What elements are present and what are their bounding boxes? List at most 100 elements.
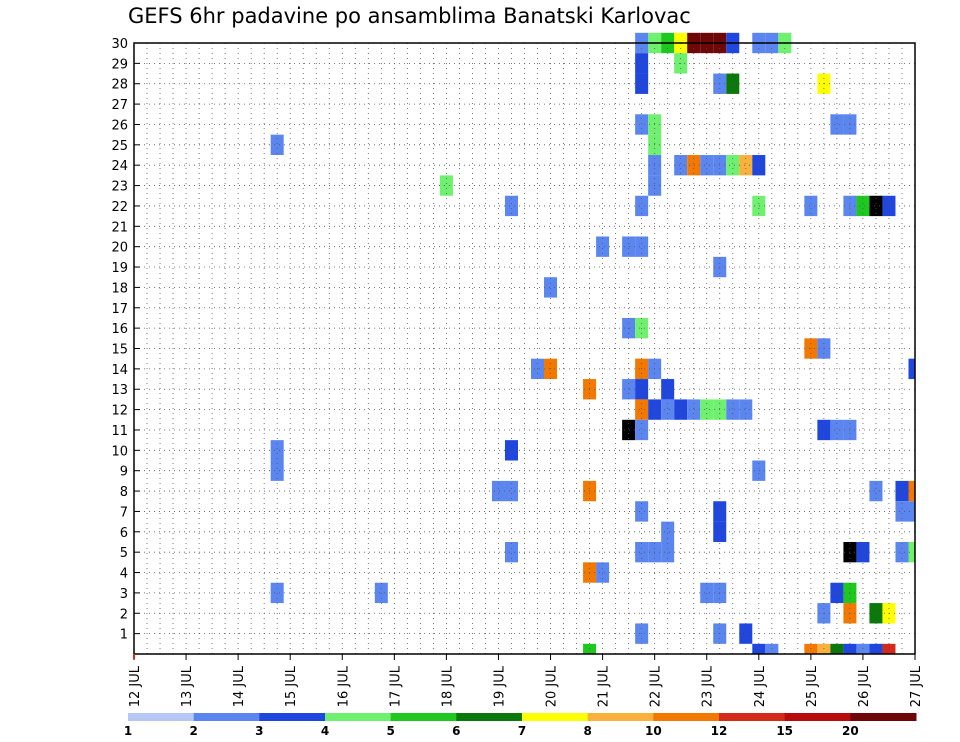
heatmap-cell (504, 480, 518, 502)
y-tick-label: 30 (111, 37, 128, 52)
heatmap-cell (270, 440, 284, 461)
colorbar-label: 1 (124, 724, 132, 738)
x-tick-label: 21 JUL (597, 665, 612, 707)
x-tick-label: 18 JUL (440, 665, 455, 707)
colorbar-swatch (259, 713, 326, 721)
heatmap-cell (752, 195, 766, 217)
heatmap-cell (895, 480, 909, 502)
heatmap-cell (726, 399, 740, 420)
y-tick-label: 27 (111, 98, 128, 113)
colorbar-label: 15 (776, 724, 793, 738)
y-tick-label: 23 (111, 180, 128, 195)
heatmap-cell (596, 236, 610, 257)
x-tick-label: 12 JUL (128, 665, 143, 707)
heatmap-cell (635, 419, 649, 441)
heatmap-cell (869, 480, 883, 502)
heatmap-cell (830, 582, 844, 604)
heatmap-cell (661, 521, 675, 542)
y-tick-label: 16 (111, 322, 128, 337)
y-tick-label: 13 (111, 383, 128, 398)
y-tick-label: 5 (120, 546, 128, 561)
colorbar-label: 20 (842, 724, 859, 738)
colorbar-swatch (128, 713, 195, 721)
heatmap-cell (635, 501, 649, 522)
heatmap-cell (687, 399, 701, 420)
y-tick-label: 19 (111, 261, 128, 276)
colorbar-label: 12 (711, 724, 728, 738)
y-tick-label: 3 (120, 587, 128, 602)
colorbar-swatch (193, 713, 260, 721)
heatmap-cell (830, 419, 844, 441)
y-tick-label: 9 (120, 465, 128, 480)
heatmap-cell (752, 155, 766, 176)
heatmap-cell (622, 379, 636, 400)
heatmap-cell (270, 460, 284, 481)
heatmap-cell (882, 195, 896, 217)
heatmap-cell (674, 155, 688, 176)
x-tick-label: 22 JUL (649, 665, 664, 707)
y-tick-label: 4 (120, 567, 128, 582)
heatmap-cell (596, 562, 610, 583)
y-tick-label: 8 (120, 485, 128, 500)
heatmap-cell (804, 195, 818, 217)
x-tick-label: 23 JUL (701, 665, 716, 707)
heatmap-cell (635, 236, 649, 257)
heatmap-cell (869, 195, 883, 217)
colorbar-label: 6 (452, 724, 460, 738)
heatmap-cell (635, 114, 649, 135)
heatmap-cell (661, 399, 675, 420)
y-tick-label: 29 (111, 57, 128, 72)
x-tick-label: 14 JUL (232, 665, 247, 707)
x-tick-label: 26 JUL (857, 665, 872, 707)
y-axis-ticks: 1234567891011121314151617181920212223242… (111, 37, 140, 643)
x-tick-label: 19 JUL (492, 665, 507, 707)
heatmap-cell (635, 399, 649, 420)
x-tick-label: 17 JUL (388, 665, 403, 707)
heatmap-cell (739, 399, 753, 420)
colorbar-swatch (456, 713, 523, 721)
heatmap-cell (504, 440, 518, 461)
heatmap-cell (830, 114, 844, 135)
x-axis-ticks: 12 JUL 13 JUL 14 JUL 15 JUL 16 JUL 17 JUL 18 J… (128, 654, 924, 707)
heatmap-cell (439, 175, 453, 196)
x-tick-label: 24 JUL (753, 665, 768, 707)
heatmap-cell (504, 195, 518, 217)
colorbar-swatch (325, 713, 392, 721)
heatmap-cells (270, 32, 915, 654)
x-tick-label: 20 JUL (545, 665, 560, 707)
colorbar-label: 5 (386, 724, 394, 738)
colorbar-swatch (850, 713, 917, 721)
grid-lines (134, 43, 915, 654)
y-tick-label: 25 (111, 139, 128, 154)
heatmap-cell (908, 480, 915, 502)
colorbar-swatch (719, 713, 786, 721)
heatmap-cell (908, 358, 915, 380)
y-tick-label: 10 (111, 444, 128, 459)
heatmap-cell (635, 541, 649, 563)
heatmap-cell (674, 399, 688, 420)
y-tick-label: 17 (111, 302, 128, 317)
heatmap-cell (726, 155, 740, 176)
heatmap-cell (661, 379, 675, 400)
x-tick-label: 15 JUL (284, 665, 299, 707)
colorbar-swatch (653, 713, 720, 721)
x-tick-label: 13 JUL (180, 665, 195, 707)
heatmap-cell (504, 541, 518, 563)
y-tick-label: 7 (120, 505, 128, 520)
colorbar-label: 3 (255, 724, 263, 738)
colorbar-label: 10 (645, 724, 662, 738)
x-tick-label: 16 JUL (336, 665, 351, 707)
colorbar-label: 4 (321, 724, 329, 738)
colorbar-swatch (390, 713, 457, 721)
colorbar-label: 7 (518, 724, 526, 738)
chart-title: GEFS 6hr padavine po ansamblima Banatski… (128, 4, 691, 28)
y-tick-label: 12 (111, 404, 128, 419)
heatmap-cell (661, 541, 675, 563)
colorbar-swatch (587, 713, 654, 721)
heatmap-cell (700, 582, 714, 604)
colorbar-swatch (522, 713, 589, 721)
y-tick-label: 20 (111, 241, 128, 256)
heatmap-cell (752, 460, 766, 481)
colorbar-swatch (784, 713, 851, 721)
